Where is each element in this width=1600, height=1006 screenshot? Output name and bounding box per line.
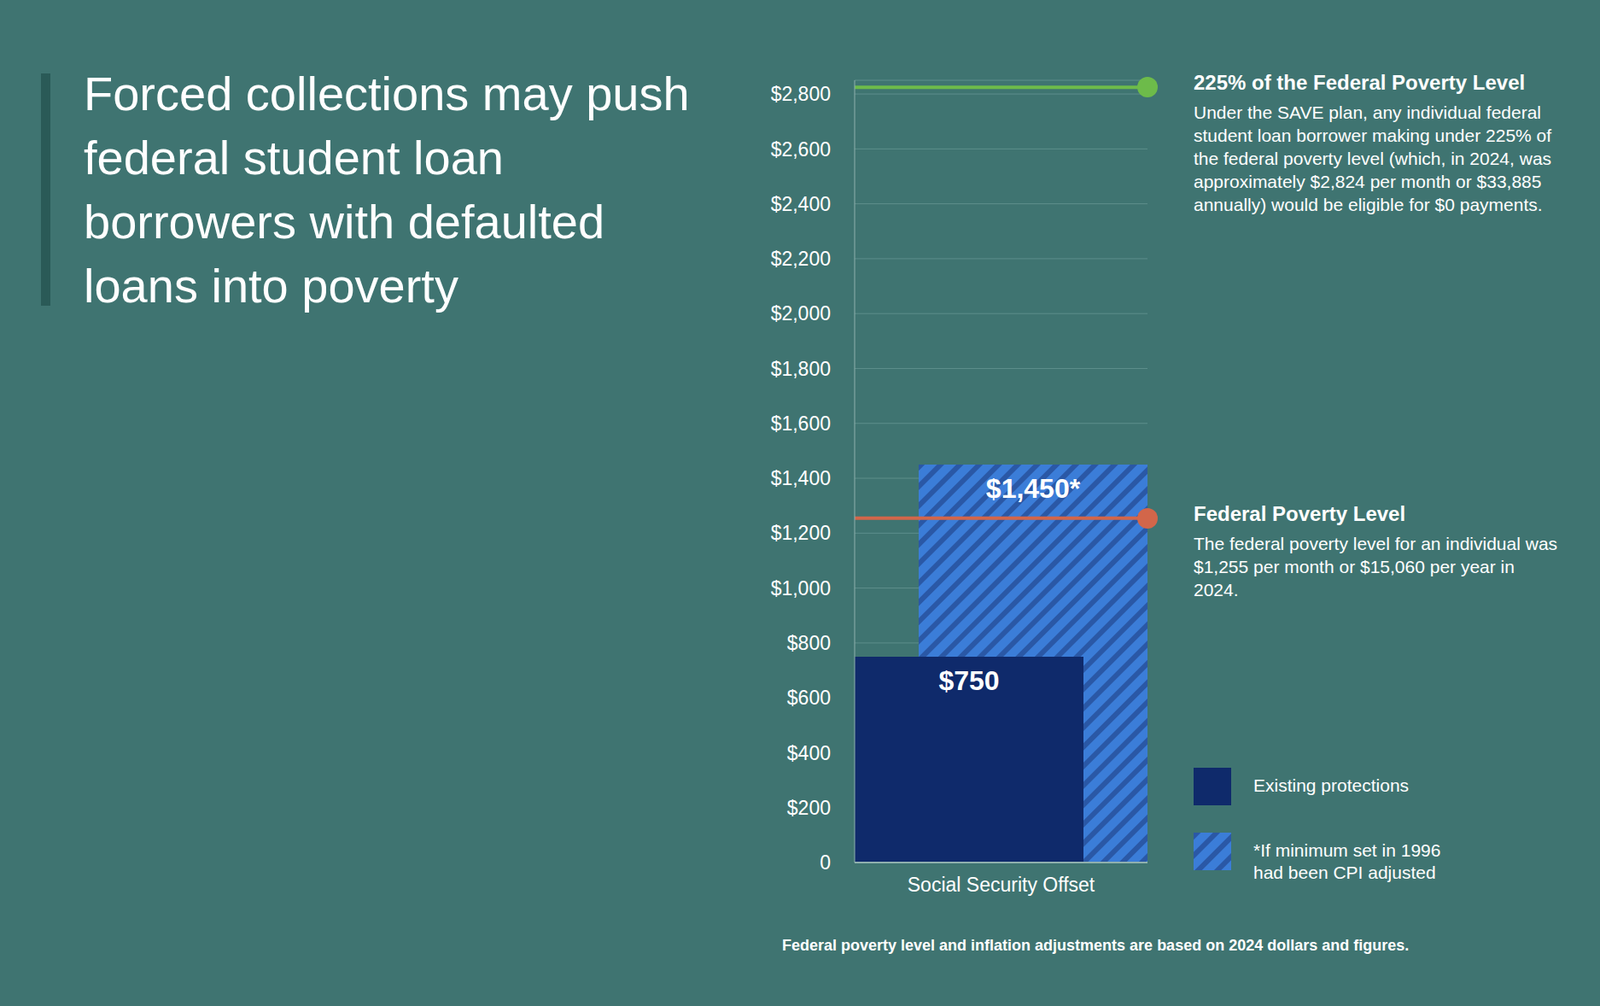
html-text:Federal poverty level and infl: Federal poverty level and inflation adju… — [782, 936, 1409, 954]
svg-text:$1,000: $1,000 — [770, 577, 831, 600]
svg-text:$600: $600 — [787, 686, 831, 709]
svg-text:$800: $800 — [787, 631, 831, 655]
svg-text:Social Security Offset: Social Security Offset — [907, 873, 1096, 896]
svg-text:$2,600: $2,600 — [770, 138, 831, 161]
svg-text:$2,400: $2,400 — [770, 192, 831, 216]
html-text:225% of the Federal Poverty Le: 225% of the Federal Poverty Level — [1193, 71, 1526, 95]
svg-text:$2,200: $2,200 — [770, 247, 831, 270]
svg-text:$1,800: $1,800 — [770, 357, 831, 380]
html-text:*If minimum set in 1996 had be: *If minimum set in 1996 had been CPI adj… — [1253, 840, 1441, 882]
html-text:Federal Poverty Level: Federal Poverty Level — [1193, 501, 1406, 525]
html-text:Existing protections: Existing protections — [1253, 775, 1409, 795]
html-text:Under the SAVE plan, any indiv: Under the SAVE plan, any individual fede… — [1193, 102, 1552, 215]
svg-text:$1,400: $1,400 — [770, 467, 831, 490]
html-text:Forced collections may push fe: Forced collections may push federal stud… — [83, 66, 690, 313]
svg-text:$750: $750 — [938, 665, 999, 696]
svg-text:$200: $200 — [787, 796, 831, 819]
svg-text:$1,200: $1,200 — [770, 521, 831, 544]
svg-text:$400: $400 — [787, 741, 831, 765]
svg-text:$1,450*: $1,450* — [986, 472, 1081, 504]
svg-text:$2,800: $2,800 — [770, 82, 831, 106]
svg-text:$2,000: $2,000 — [770, 302, 831, 325]
svg-text:0: 0 — [819, 851, 831, 874]
svg-text:$1,600: $1,600 — [770, 412, 831, 435]
html-text:The federal poverty level for: The federal poverty level for an individ… — [1193, 533, 1558, 600]
